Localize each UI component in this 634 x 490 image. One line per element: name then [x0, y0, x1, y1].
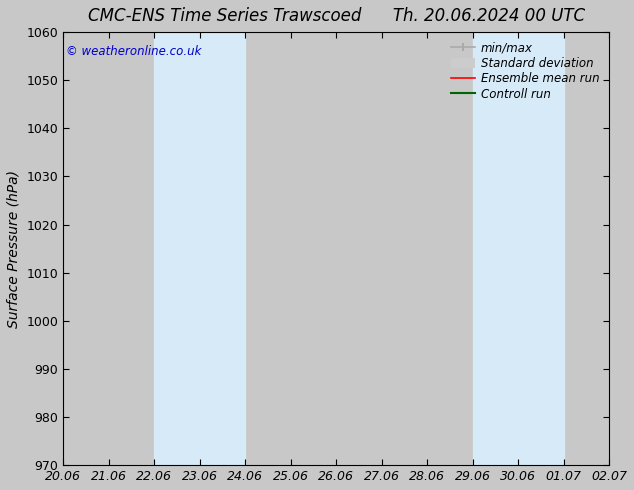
- Bar: [154, 32, 245, 465]
- Text: © weatheronline.co.uk: © weatheronline.co.uk: [66, 45, 202, 58]
- Bar: [472, 32, 564, 465]
- Legend: min/max, Standard deviation, Ensemble mean run, Controll run: min/max, Standard deviation, Ensemble me…: [448, 38, 603, 104]
- Title: CMC-ENS Time Series Trawscoed      Th. 20.06.2024 00 UTC: CMC-ENS Time Series Trawscoed Th. 20.06.…: [87, 7, 585, 25]
- Y-axis label: Surface Pressure (hPa): Surface Pressure (hPa): [7, 170, 21, 328]
